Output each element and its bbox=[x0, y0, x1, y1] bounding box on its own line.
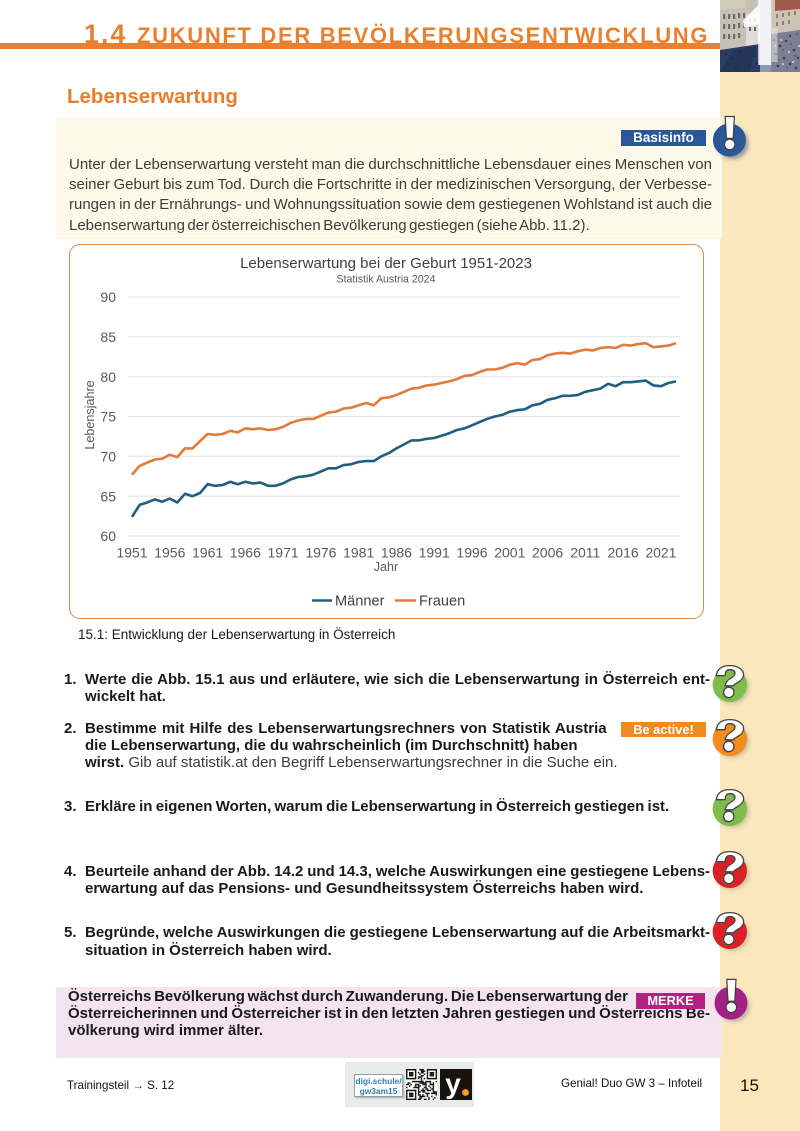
svg-text:75: 75 bbox=[100, 409, 116, 425]
svg-text:1961: 1961 bbox=[192, 545, 223, 561]
svg-text:1951: 1951 bbox=[116, 545, 147, 561]
svg-text:Jahr: Jahr bbox=[374, 560, 399, 574]
svg-text:1996: 1996 bbox=[456, 545, 487, 561]
svg-text:1991: 1991 bbox=[419, 545, 450, 561]
svg-text:2006: 2006 bbox=[532, 545, 563, 561]
svg-text:70: 70 bbox=[100, 449, 116, 465]
svg-text:1986: 1986 bbox=[381, 545, 412, 561]
svg-text:y: y bbox=[445, 1069, 461, 1099]
svg-text:1981: 1981 bbox=[343, 545, 374, 561]
svg-text:60: 60 bbox=[100, 528, 116, 544]
svg-text:65: 65 bbox=[100, 488, 116, 504]
svg-text:90: 90 bbox=[100, 289, 116, 305]
svg-text:Männer: Männer bbox=[335, 594, 385, 610]
svg-text:2011: 2011 bbox=[570, 545, 600, 561]
svg-text:2001: 2001 bbox=[494, 545, 525, 561]
svg-text:1966: 1966 bbox=[230, 545, 261, 561]
svg-text:80: 80 bbox=[100, 369, 116, 385]
svg-text:1956: 1956 bbox=[154, 545, 185, 561]
svg-text:1971: 1971 bbox=[268, 545, 299, 561]
svg-text:Lebensjahre: Lebensjahre bbox=[83, 380, 97, 449]
svg-text:2021: 2021 bbox=[645, 545, 676, 561]
svg-text:1976: 1976 bbox=[305, 545, 336, 561]
svg-text:Statistik Austria 2024: Statistik Austria 2024 bbox=[337, 274, 436, 286]
svg-text:85: 85 bbox=[100, 329, 116, 345]
svg-text:Lebenserwartung bei der Geburt: Lebenserwartung bei der Geburt 1951-2023 bbox=[240, 255, 532, 272]
svg-text:2016: 2016 bbox=[608, 545, 639, 561]
svg-text:Frauen: Frauen bbox=[419, 594, 465, 610]
